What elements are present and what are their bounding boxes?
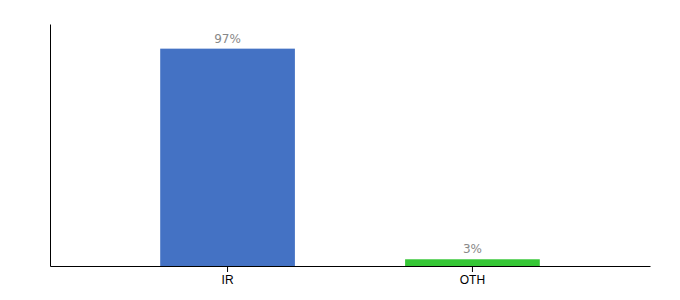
x-tick: IR <box>222 266 234 287</box>
x-tick-label: OTH <box>460 273 485 287</box>
chart: IR OTH 97% 3% <box>0 0 680 300</box>
y-axis <box>50 25 51 267</box>
bar <box>405 259 540 266</box>
x-tick-label: IR <box>222 273 234 287</box>
y-axis-line <box>50 25 51 267</box>
x-tick: OTH <box>460 266 485 287</box>
x-axis-line <box>51 266 651 267</box>
bars <box>160 49 540 266</box>
x-axis: IR OTH <box>51 266 651 287</box>
x-tick-mark <box>472 266 473 272</box>
plot: IR OTH 97% 3% <box>51 25 651 287</box>
x-tick-mark <box>227 266 228 272</box>
data-label: 97% <box>214 32 241 46</box>
data-labels: 97% 3% <box>214 32 482 257</box>
bar <box>160 49 295 266</box>
data-label: 3% <box>463 242 482 256</box>
